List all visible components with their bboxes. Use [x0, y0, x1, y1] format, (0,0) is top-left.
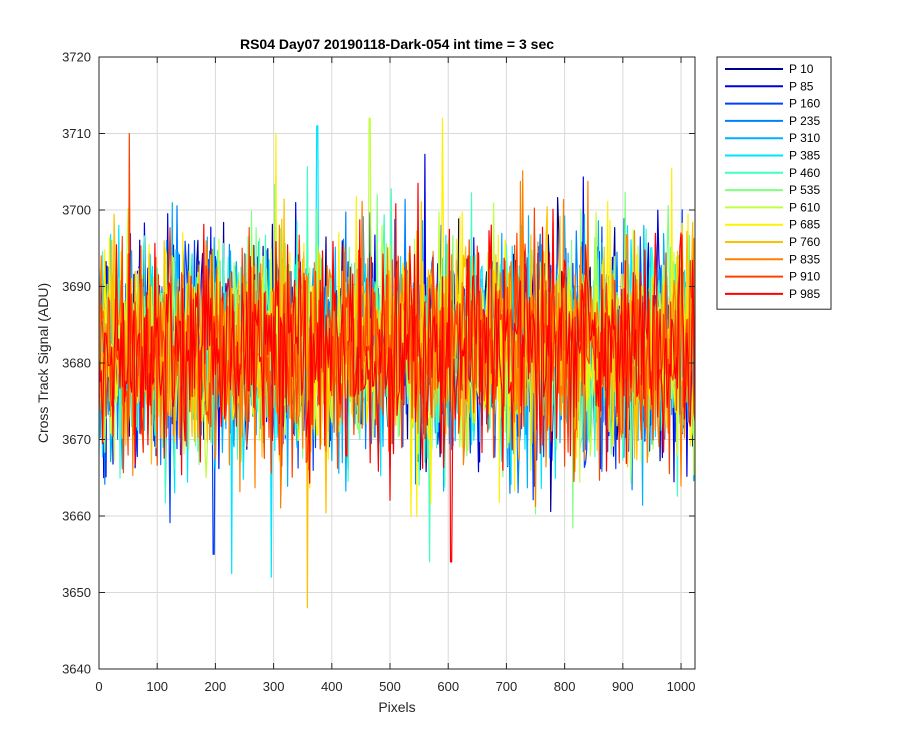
- y-tick-label: 3690: [62, 279, 91, 294]
- x-tick-label: 200: [205, 679, 227, 694]
- legend-label: P 85: [789, 79, 814, 93]
- legend-label: P 160: [789, 97, 820, 111]
- series-line-p835: [99, 170, 695, 509]
- y-axis-label: Cross Track Signal (ADU): [35, 283, 51, 443]
- legend-label: P 685: [789, 218, 820, 232]
- x-tick-label: 0: [95, 679, 102, 694]
- y-tick-label: 3660: [62, 509, 91, 524]
- legend-label: P 835: [789, 252, 820, 266]
- series-lines: [99, 117, 695, 609]
- x-tick-label: 800: [554, 679, 576, 694]
- legend-box: [716, 56, 832, 310]
- chart-title: RS04 Day07 20190118-Dark-054 int time = …: [240, 36, 554, 52]
- legend-label: P 535: [789, 183, 820, 197]
- legend-label: P 10: [789, 62, 814, 76]
- legend-label: P 760: [789, 235, 820, 249]
- x-tick-label: 400: [321, 679, 343, 694]
- x-tick-label: 500: [379, 679, 401, 694]
- legend-label: P 460: [789, 166, 820, 180]
- legend-label: P 310: [789, 131, 820, 145]
- y-tick-label: 3720: [62, 50, 91, 65]
- legend-label: P 235: [789, 114, 820, 128]
- y-tick-label: 3680: [62, 356, 91, 371]
- x-tick-label: 300: [263, 679, 285, 694]
- legend-label: P 385: [789, 149, 820, 163]
- x-tick-label: 900: [612, 679, 634, 694]
- x-tick-label: 600: [437, 679, 459, 694]
- x-tick-label: 100: [146, 679, 168, 694]
- x-tick-label: 1000: [667, 679, 696, 694]
- axis-ticks: 0 100 200 300 400 500 600 700 800 900 1000 3640 3650…: [62, 50, 695, 695]
- legend: P 10 P 85 P 160 P 235 P 310 P 385 P 460 P 535 P …: [716, 56, 832, 310]
- y-tick-label: 3640: [62, 662, 91, 677]
- x-axis-label: Pixels: [378, 699, 415, 715]
- x-tick-label: 700: [496, 679, 518, 694]
- y-tick-label: 3650: [62, 585, 91, 600]
- y-tick-label: 3670: [62, 432, 91, 447]
- series-line-p985: [99, 182, 695, 563]
- legend-label: P 610: [789, 200, 820, 214]
- legend-label: P 910: [789, 270, 820, 284]
- legend-label: P 985: [789, 287, 820, 301]
- y-tick-label: 3700: [62, 203, 91, 218]
- y-tick-label: 3710: [62, 126, 91, 141]
